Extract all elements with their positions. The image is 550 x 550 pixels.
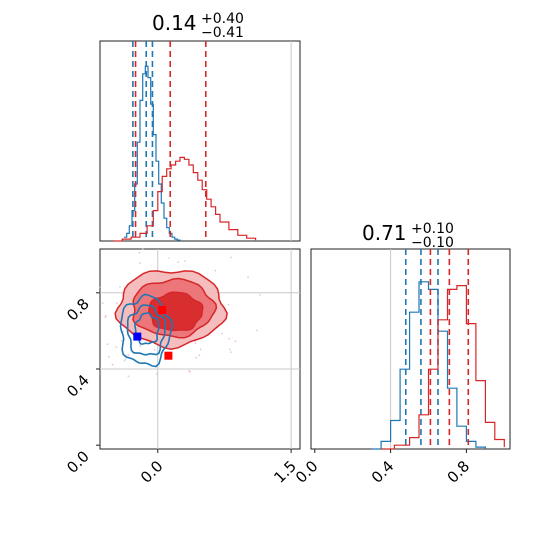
panel-bottom-right-histogram: 0.0 0.4 0.8 0.71 +0.10 −0.10 — [292, 221, 511, 487]
histogram-step-1 — [381, 285, 505, 450]
title-value: 0.71 — [362, 221, 407, 245]
scatter-point — [127, 354, 130, 356]
scatter-point — [106, 343, 109, 346]
blue-contour-outer — [119, 293, 174, 368]
title-value: 0.14 — [152, 11, 197, 35]
title-minus: −0.10 — [411, 235, 454, 251]
scatter-point — [199, 348, 202, 351]
scatter-point — [258, 294, 261, 296]
scatter-point — [123, 359, 126, 362]
scatter-point — [141, 248, 144, 250]
scatter-point — [108, 355, 110, 358]
scatter-point — [138, 251, 141, 254]
scatter-point — [234, 340, 237, 343]
histogram-step-0 — [124, 65, 181, 241]
x-tick-label: 0.0 — [137, 457, 167, 487]
panel-bottom-left-contour: 0.0 0.4 0.8 0.0 1.5 — [63, 248, 301, 487]
marker-square-0 — [158, 306, 167, 314]
scatter-point — [168, 257, 171, 259]
scatter-point — [111, 363, 114, 366]
scatter-point — [230, 256, 232, 259]
scatter-point — [227, 303, 230, 306]
title-minus: −0.41 — [201, 25, 244, 41]
blue-contour-inner — [134, 312, 160, 345]
scatter-point — [195, 356, 198, 359]
scatter-point — [194, 342, 197, 345]
scatter-point — [101, 302, 104, 304]
scatter-point — [99, 373, 102, 375]
blue-contour-middle — [126, 304, 167, 356]
panel-top-left-histogram: 0.14 +0.40 −0.41 — [99, 11, 301, 242]
scatter-point — [119, 286, 121, 288]
scatter-point — [198, 354, 201, 357]
x-tick-label: 0.4 — [368, 457, 398, 487]
scatter-point — [139, 345, 142, 347]
y-tick-label: 0.0 — [63, 447, 93, 477]
scatter-point — [230, 351, 232, 353]
scatter-point — [127, 375, 130, 378]
scatter-point — [188, 370, 190, 372]
scatter-point — [115, 346, 118, 348]
y-tick-label: 0.8 — [63, 295, 93, 325]
scatter-point — [221, 332, 224, 335]
axes-frame — [99, 248, 301, 450]
scatter-point — [228, 337, 231, 340]
scatter-point — [214, 269, 217, 272]
x-tick-label: 0.8 — [444, 457, 474, 487]
scatter-point — [139, 262, 141, 265]
marker-square-1 — [164, 351, 173, 360]
scatter-point — [229, 348, 231, 351]
scatter-point — [120, 339, 123, 342]
title-plus: +0.40 — [201, 11, 244, 27]
scatter-point — [99, 286, 102, 289]
panel-title: 0.14 +0.40 −0.41 — [152, 11, 244, 41]
scatter-point — [116, 302, 118, 305]
scatter-point — [124, 358, 127, 360]
scatter-point — [184, 260, 186, 262]
scatter-point — [104, 316, 107, 318]
marker-square-2 — [133, 332, 142, 341]
scatter-point — [177, 261, 180, 263]
title-plus: +0.10 — [411, 221, 454, 237]
panel-title: 0.71 +0.10 −0.10 — [362, 221, 454, 251]
y-tick-label: 0.4 — [63, 371, 93, 401]
x-tick-label: 1.5 — [270, 457, 300, 487]
axes-frame — [310, 248, 511, 450]
histogram-step-0 — [371, 281, 486, 450]
scatter-point — [256, 329, 258, 332]
scatter-point — [247, 276, 250, 279]
red-contour-inner — [148, 291, 204, 332]
scatter-point — [153, 349, 156, 351]
histogram-step-1 — [113, 156, 257, 242]
axes-frame — [99, 40, 301, 242]
scatter-point — [155, 373, 158, 375]
